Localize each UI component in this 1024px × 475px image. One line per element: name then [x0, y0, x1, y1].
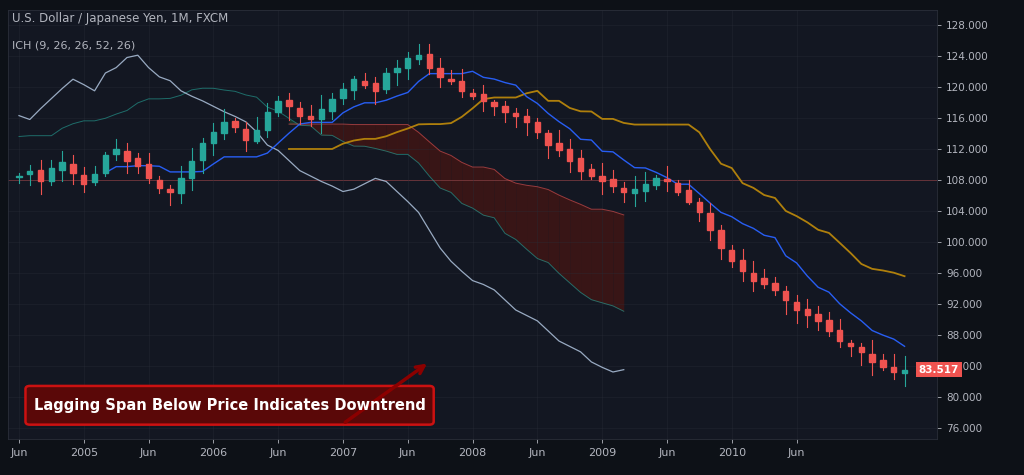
- Bar: [449, 79, 454, 81]
- Bar: [578, 159, 584, 171]
- Text: 83.517: 83.517: [919, 364, 958, 374]
- Bar: [535, 122, 540, 132]
- Bar: [427, 54, 432, 67]
- Bar: [308, 115, 313, 120]
- Bar: [102, 155, 109, 173]
- Bar: [38, 170, 43, 181]
- Bar: [826, 320, 831, 331]
- Bar: [373, 83, 378, 91]
- Bar: [891, 367, 896, 372]
- Bar: [189, 161, 195, 179]
- Bar: [610, 180, 615, 186]
- Bar: [815, 314, 821, 321]
- Bar: [394, 67, 399, 72]
- Bar: [275, 101, 281, 112]
- Bar: [599, 176, 605, 181]
- Bar: [416, 55, 421, 59]
- Bar: [567, 149, 572, 161]
- Bar: [27, 171, 33, 174]
- Bar: [178, 178, 183, 193]
- Bar: [686, 190, 691, 201]
- Bar: [114, 149, 119, 154]
- Text: ICH (9, 26, 26, 52, 26): ICH (9, 26, 26, 52, 26): [12, 40, 135, 50]
- Bar: [546, 133, 551, 145]
- Bar: [794, 302, 800, 310]
- Bar: [406, 57, 411, 68]
- Bar: [437, 68, 442, 77]
- Bar: [81, 175, 86, 184]
- Bar: [805, 309, 810, 315]
- Bar: [361, 81, 368, 85]
- Bar: [513, 113, 518, 116]
- Bar: [459, 81, 465, 91]
- Bar: [330, 99, 335, 111]
- Text: U.S. Dollar / Japanese Yen, 1M, FXCM: U.S. Dollar / Japanese Yen, 1M, FXCM: [12, 12, 228, 25]
- Bar: [881, 360, 886, 367]
- Bar: [589, 169, 594, 176]
- Bar: [135, 158, 140, 166]
- Bar: [221, 122, 227, 133]
- Bar: [665, 179, 670, 181]
- Bar: [556, 143, 562, 151]
- Bar: [232, 121, 238, 127]
- Bar: [859, 347, 864, 352]
- Bar: [751, 273, 756, 281]
- Bar: [653, 178, 658, 185]
- Bar: [287, 100, 292, 106]
- Bar: [318, 109, 324, 119]
- Bar: [243, 129, 249, 140]
- Bar: [729, 250, 734, 261]
- Bar: [902, 370, 907, 373]
- Bar: [157, 180, 162, 188]
- Bar: [503, 105, 508, 112]
- Bar: [696, 202, 702, 212]
- Bar: [351, 79, 356, 90]
- Bar: [200, 142, 205, 161]
- Bar: [340, 88, 346, 98]
- Bar: [622, 188, 627, 191]
- Bar: [480, 95, 486, 101]
- Bar: [92, 174, 97, 182]
- Bar: [254, 130, 259, 141]
- Bar: [869, 353, 874, 362]
- Bar: [383, 73, 389, 89]
- Bar: [168, 189, 173, 191]
- Bar: [762, 278, 767, 285]
- Bar: [848, 343, 853, 346]
- Bar: [59, 162, 65, 170]
- Bar: [632, 189, 637, 193]
- Bar: [124, 151, 130, 161]
- Bar: [718, 230, 724, 248]
- Bar: [675, 182, 681, 191]
- Bar: [492, 102, 497, 106]
- Bar: [71, 164, 76, 173]
- Bar: [740, 260, 745, 271]
- Bar: [772, 283, 777, 290]
- Bar: [783, 291, 788, 300]
- Bar: [837, 330, 843, 341]
- Bar: [470, 93, 475, 96]
- Bar: [16, 176, 22, 177]
- Bar: [297, 108, 302, 115]
- Bar: [211, 132, 216, 143]
- FancyBboxPatch shape: [26, 386, 434, 425]
- Text: Lagging Span Below Price Indicates Downtrend: Lagging Span Below Price Indicates Downt…: [34, 398, 426, 413]
- Bar: [49, 168, 54, 181]
- Bar: [643, 184, 648, 191]
- Bar: [145, 164, 152, 178]
- Bar: [708, 213, 713, 230]
- Bar: [264, 112, 270, 130]
- Bar: [524, 116, 529, 122]
